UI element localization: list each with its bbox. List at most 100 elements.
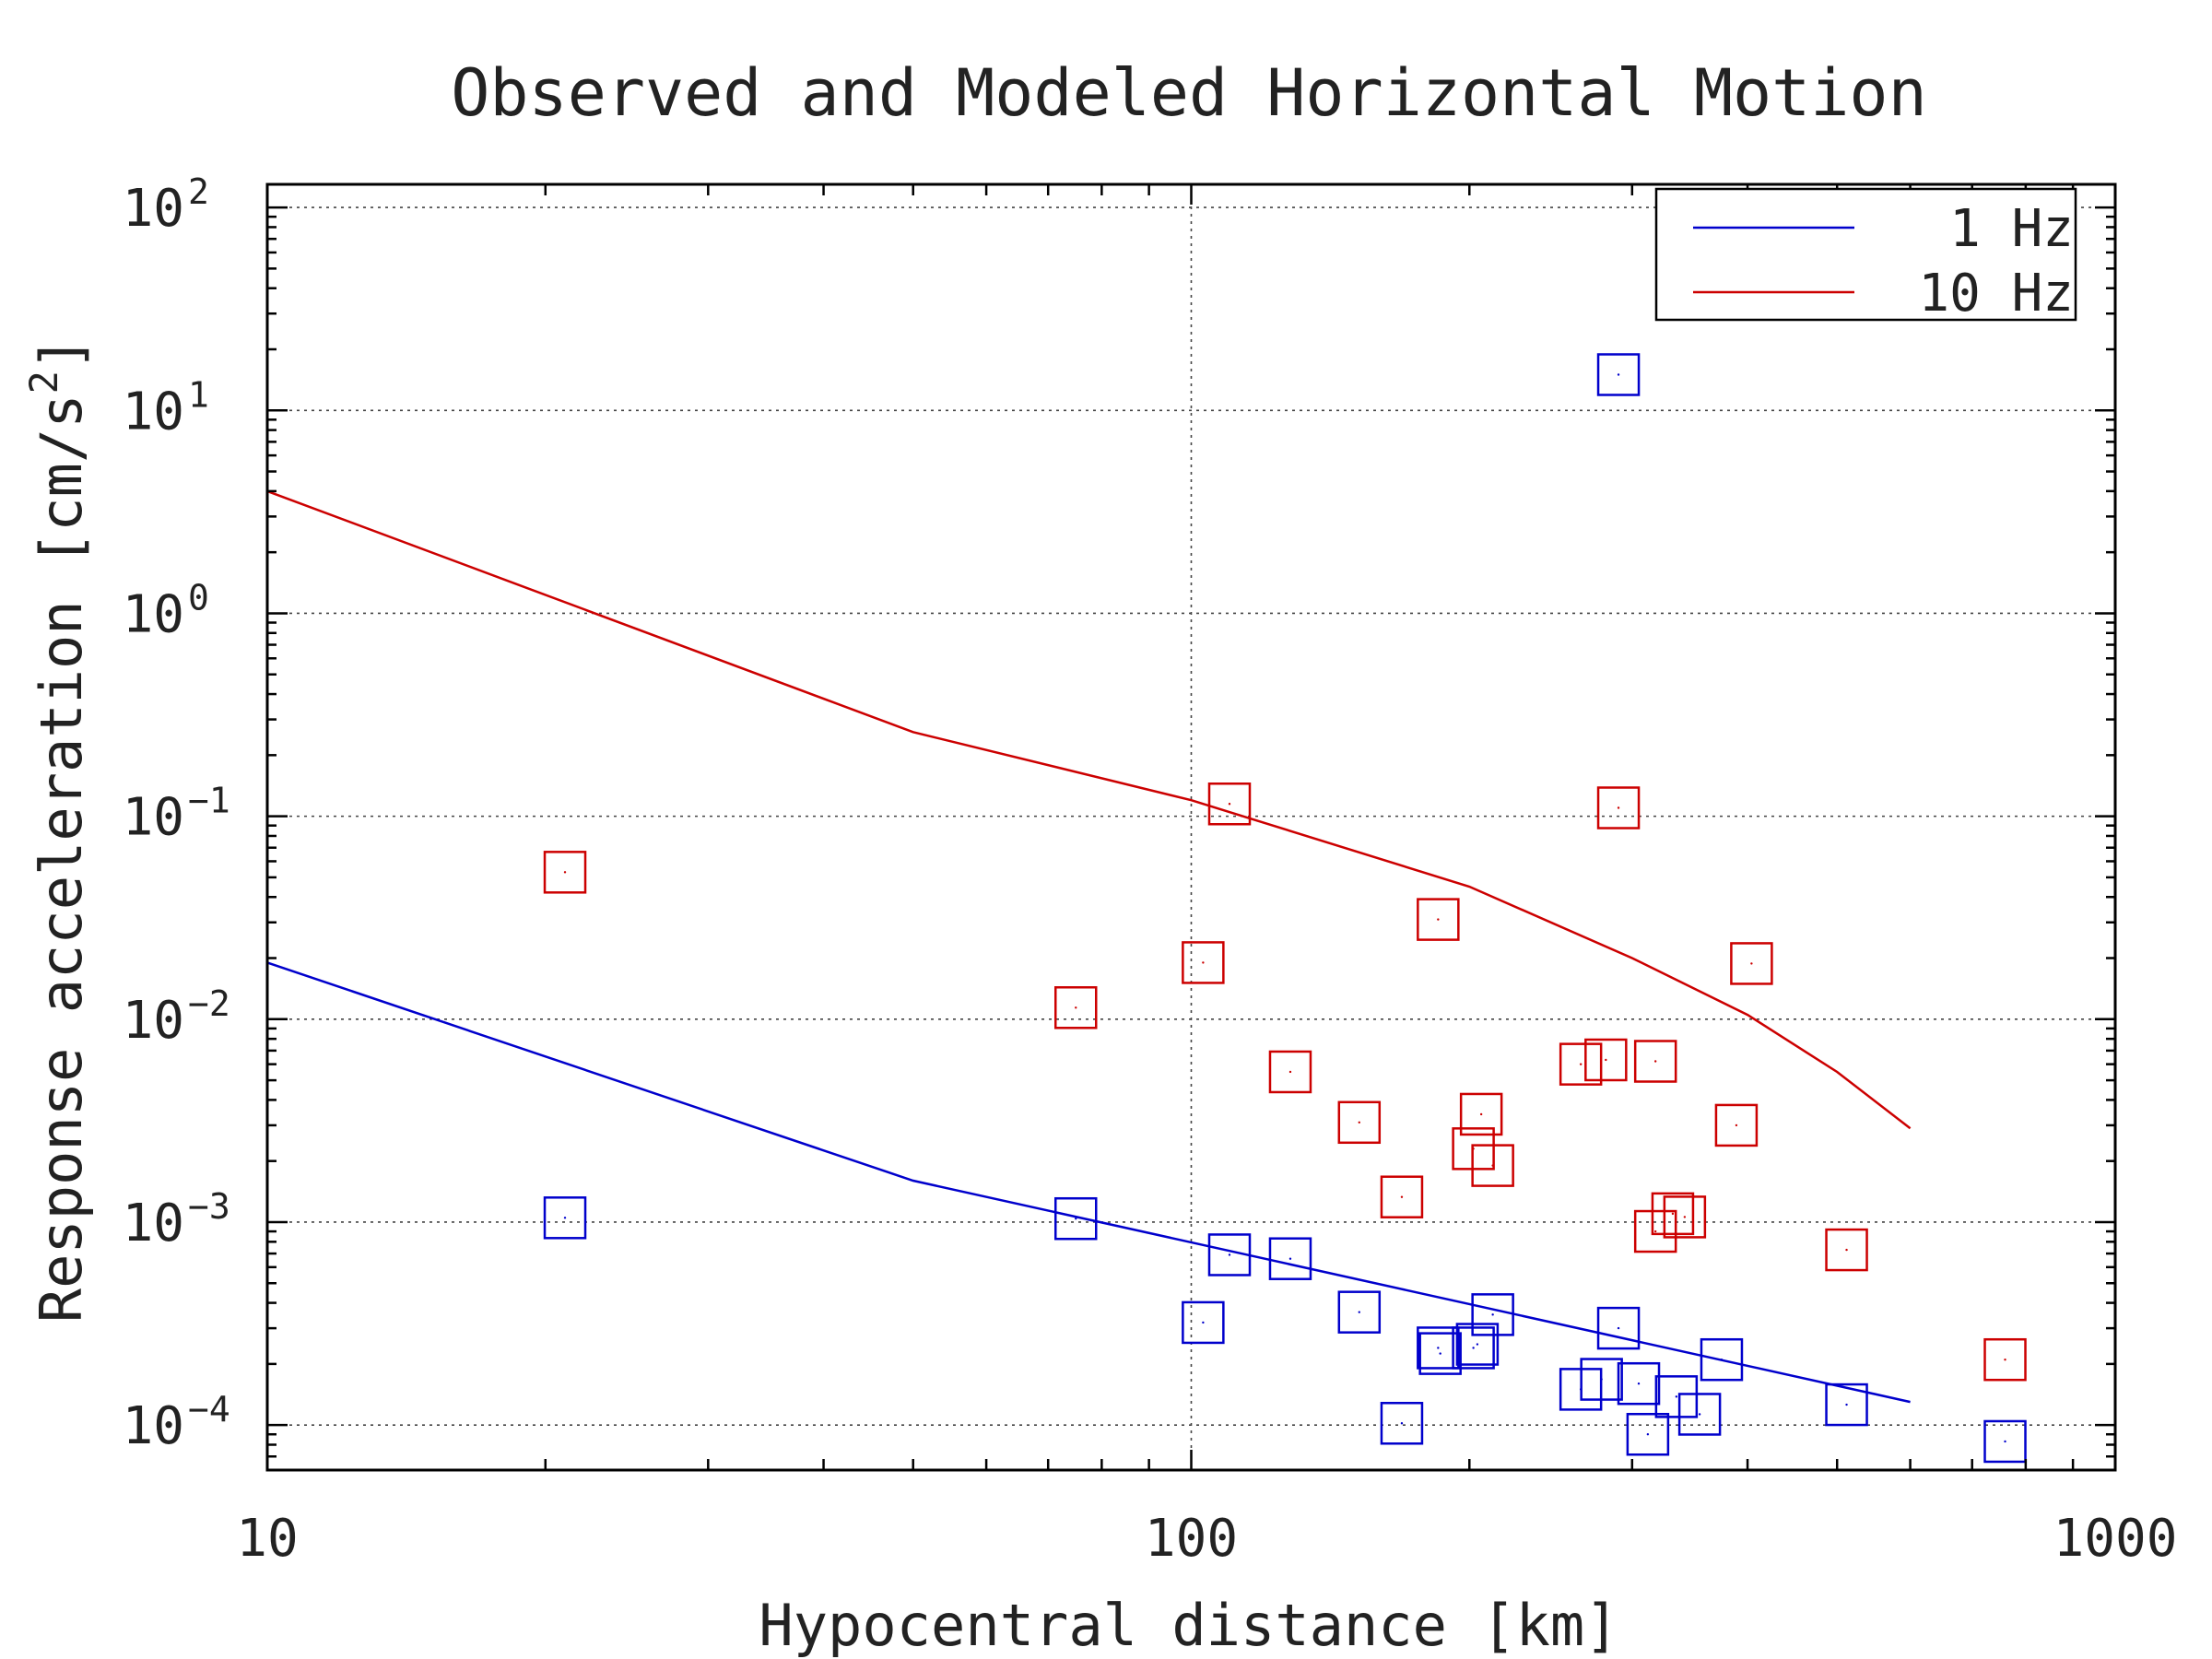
grid bbox=[267, 184, 2115, 1470]
data-point-square bbox=[1207, 1233, 1252, 1277]
data-markers bbox=[543, 353, 2027, 1464]
data-point-center bbox=[1288, 1070, 1292, 1074]
x-tick-label: 10 bbox=[236, 1509, 298, 1569]
data-point-square bbox=[1182, 941, 1225, 984]
data-point-square bbox=[1455, 1323, 1500, 1366]
data-point-square bbox=[1617, 1361, 1661, 1406]
y-tick-label: 10 bbox=[123, 584, 184, 644]
data-point-center bbox=[1358, 1121, 1360, 1124]
legend-entry-label: 1 Hz bbox=[1949, 199, 2074, 259]
data-point-square bbox=[1663, 1195, 1707, 1239]
data-point-center bbox=[1075, 1218, 1077, 1220]
x-tick-label: 100 bbox=[1145, 1509, 1238, 1569]
data-point-center bbox=[1617, 373, 1620, 376]
data-point-square bbox=[1337, 1290, 1382, 1334]
data-point-square bbox=[1714, 1103, 1759, 1147]
axis-ticks bbox=[265, 184, 2115, 1472]
data-point-square bbox=[1677, 1393, 1722, 1436]
data-point-square bbox=[1584, 1038, 1628, 1082]
data-point-center bbox=[1735, 1124, 1738, 1127]
data-point-square bbox=[1053, 1196, 1098, 1241]
data-point-square bbox=[1825, 1228, 1868, 1272]
y-tick-exponent: −4 bbox=[188, 1389, 230, 1430]
data-point-square bbox=[1730, 942, 1773, 985]
data-point-square bbox=[543, 1196, 587, 1240]
data-point-square bbox=[1596, 786, 1641, 830]
data-point-center bbox=[1600, 1378, 1603, 1381]
data-point-center bbox=[1698, 1413, 1701, 1416]
data-point-center bbox=[1845, 1248, 1848, 1252]
data-point-center bbox=[1476, 1343, 1479, 1346]
data-point-center bbox=[1617, 806, 1620, 809]
data-point-center bbox=[1228, 803, 1231, 806]
data-point-center bbox=[1202, 961, 1205, 964]
data-point-square bbox=[1633, 1040, 1677, 1083]
data-point-center bbox=[1479, 1112, 1483, 1116]
data-point-square bbox=[1983, 1419, 2027, 1464]
y-tick-exponent: 0 bbox=[188, 577, 209, 618]
data-point-square bbox=[1700, 1337, 1744, 1382]
data-point-square bbox=[1380, 1175, 1424, 1218]
y-tick-exponent: 2 bbox=[188, 171, 209, 212]
data-point-square bbox=[1268, 1237, 1312, 1280]
chart-title: Observed and Modeled Horizontal Motion bbox=[451, 55, 1926, 131]
data-point-center bbox=[1491, 1164, 1494, 1167]
data-point-center bbox=[1202, 1321, 1205, 1324]
data-point-square bbox=[1654, 1375, 1699, 1418]
data-point-center bbox=[1472, 1347, 1475, 1349]
y-axis-label: Response acceleration [cm/s2] bbox=[21, 336, 95, 1323]
data-point-center bbox=[2004, 1440, 2006, 1443]
y-tick-exponent: 1 bbox=[188, 374, 209, 415]
y-tick-exponent: −3 bbox=[188, 1186, 230, 1227]
series-line bbox=[266, 961, 1911, 1404]
data-point-square bbox=[1268, 1050, 1312, 1094]
data-point-square bbox=[1418, 1332, 1462, 1375]
data-point-center bbox=[1075, 1006, 1077, 1009]
series-lines bbox=[266, 489, 1912, 1404]
y-tick-label: 10 bbox=[123, 788, 184, 848]
data-point-center bbox=[1675, 1395, 1678, 1398]
data-point-square bbox=[1459, 1092, 1503, 1136]
data-point-square bbox=[1380, 1402, 1424, 1445]
data-point-center bbox=[1605, 1058, 1607, 1062]
y-tick-exponent: −2 bbox=[188, 983, 230, 1024]
y-tick-label: 10 bbox=[123, 1396, 184, 1456]
data-point-square bbox=[1825, 1382, 1868, 1427]
data-point-square bbox=[1651, 1192, 1695, 1236]
y-tick-label: 10 bbox=[123, 179, 184, 239]
y-tick-exponent: −1 bbox=[188, 781, 230, 821]
data-point-center bbox=[1228, 1253, 1231, 1256]
data-point-center bbox=[1720, 1359, 1724, 1361]
data-point-center bbox=[1646, 1433, 1650, 1436]
data-point-square bbox=[1417, 898, 1460, 941]
data-point-center bbox=[1579, 1063, 1583, 1065]
data-point-center bbox=[1288, 1257, 1292, 1260]
data-point-center bbox=[563, 1217, 567, 1219]
data-point-square bbox=[1559, 1042, 1603, 1086]
data-point-center bbox=[1845, 1403, 1848, 1406]
data-point-square bbox=[1471, 1144, 1514, 1187]
data-point-square bbox=[1633, 1209, 1677, 1253]
x-axis-label: Hypocentral distance [km] bbox=[759, 1592, 1618, 1659]
data-point-center bbox=[1400, 1195, 1404, 1198]
y-tick-label: 10 bbox=[123, 382, 184, 441]
data-point-center bbox=[1683, 1216, 1687, 1218]
data-point-square bbox=[1053, 986, 1098, 1030]
data-point-center bbox=[1437, 918, 1440, 921]
data-point-center bbox=[1617, 1326, 1620, 1330]
y-tick-label: 10 bbox=[123, 991, 184, 1051]
data-point-square bbox=[1207, 782, 1252, 826]
data-point-square bbox=[1596, 353, 1641, 396]
data-point-center bbox=[1491, 1313, 1494, 1316]
data-point-square bbox=[1580, 1358, 1623, 1401]
data-point-center bbox=[1358, 1311, 1360, 1313]
data-point-center bbox=[2004, 1359, 2006, 1361]
data-point-center bbox=[563, 871, 567, 874]
series-line bbox=[266, 489, 1912, 1130]
x-tick-labels: 10 100 1000 bbox=[236, 1509, 2177, 1569]
data-point-square bbox=[1596, 1306, 1641, 1350]
x-tick-label: 1000 bbox=[2053, 1509, 2178, 1569]
data-point-square bbox=[1337, 1100, 1382, 1145]
